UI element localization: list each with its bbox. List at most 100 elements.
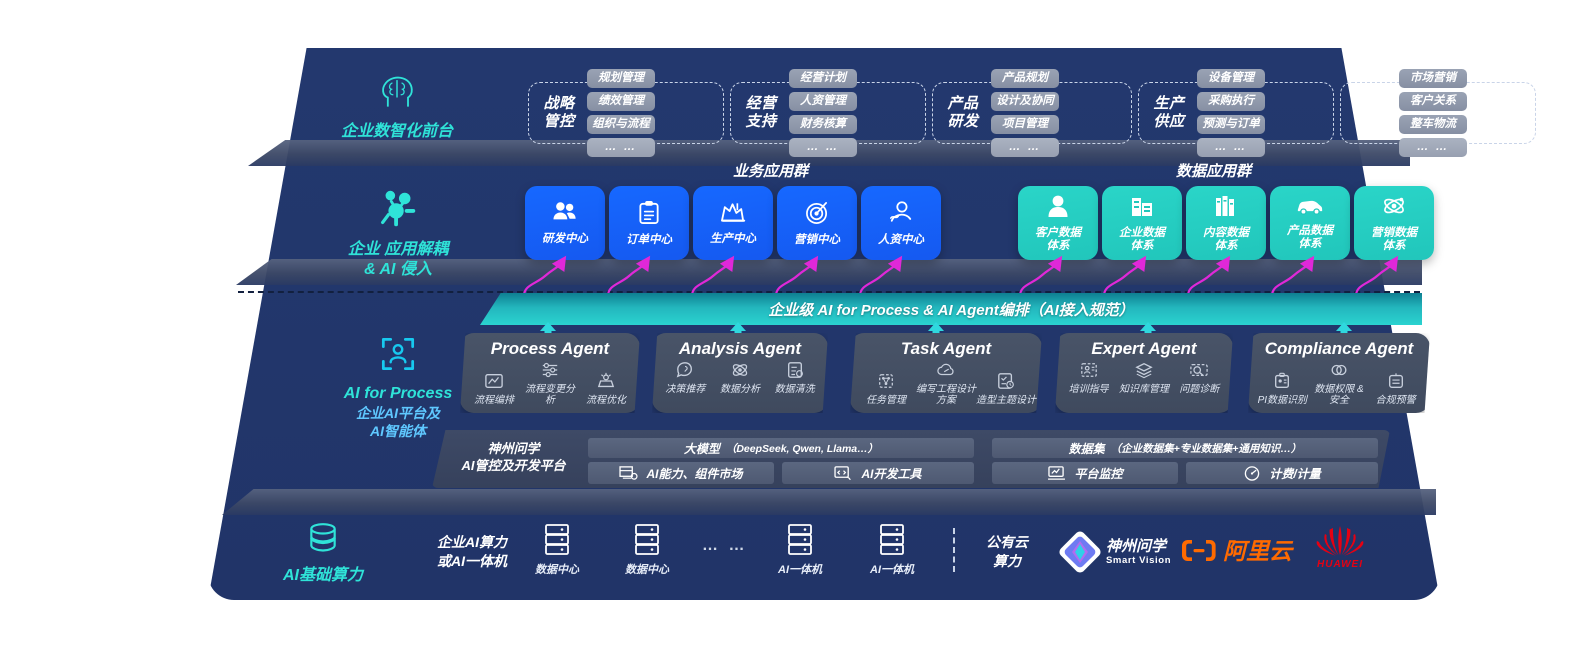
domain-group-0[interactable]: 战略 管控 规划管理 绩效管理 组织与流程 … …	[528, 69, 724, 157]
domain-cell-more[interactable]: … …	[587, 138, 655, 157]
platform-dataset-label: 数据集	[1068, 441, 1105, 456]
agent-feature[interactable]: 培训指导	[1061, 361, 1116, 395]
gear-stack-icon	[578, 372, 634, 393]
vendor-aliyun[interactable]: 阿里云	[1182, 538, 1292, 564]
business-card-2[interactable]: 生产中心	[693, 186, 773, 260]
vendor-aliyun-name: 阿里云	[1223, 538, 1292, 564]
platform-llm-sub: （DeepSeek, Qwen, Llama…）	[725, 442, 879, 455]
cloud-write-icon	[916, 361, 976, 382]
agent-feature[interactable]: 数据权限 & 安全	[1311, 361, 1368, 406]
agent-card-0[interactable]: Process Agent 流程编排 流程变更分析 流程优化	[460, 333, 640, 413]
agent-feature[interactable]: 任务管理	[856, 372, 916, 406]
domain-cell[interactable]: 预测与订单	[1197, 115, 1265, 134]
business-card-3[interactable]: 营销中心	[777, 186, 857, 260]
aliyun-logo	[1182, 539, 1216, 561]
platform-billing-label: 计费/计量	[1269, 466, 1321, 481]
agent-feature[interactable]: 决策推荐	[658, 361, 713, 395]
agent-feature[interactable]: 合规预警	[1367, 372, 1424, 406]
domain-cell[interactable]: 市场营销	[1399, 69, 1467, 88]
platform-ai-market[interactable]: AI能力、组件市场	[588, 462, 774, 484]
smartvision-logo	[1059, 531, 1101, 573]
platform-llm-row[interactable]: 大模型 （DeepSeek, Qwen, Llama…）	[588, 438, 974, 458]
data-card-1[interactable]: 企业数据 体系	[1102, 186, 1182, 260]
data-card-0[interactable]: 客户数据 体系	[1018, 186, 1098, 260]
infra-node-label: 数据中心	[535, 564, 579, 576]
vendor-huawei[interactable]: HUAWEI	[1300, 524, 1380, 570]
business-card-0[interactable]: 研发中心	[525, 186, 605, 260]
vendor-smartvision[interactable]: 神州问学 Smart Vision	[1058, 530, 1171, 574]
ai-orchestration-banner[interactable]: 企业级 AI for Process & AI Agent编排（AI接入规范）	[480, 293, 1422, 325]
infra-node-3[interactable]: AI一体机	[860, 523, 924, 577]
platform-ai-market-label: AI能力、组件市场	[646, 466, 743, 481]
car-icon	[1296, 196, 1324, 220]
domain-cell-more[interactable]: … …	[1197, 138, 1265, 157]
domain-group-3[interactable]: 生产 供应 设备管理 采购执行 预测与订单 … …	[1138, 69, 1334, 157]
atom-analysis-icon	[713, 361, 768, 382]
agent-feature-label: 编写工程设计方案	[916, 384, 976, 406]
server-icon	[788, 524, 812, 555]
data-clean-icon	[767, 361, 822, 382]
rail-ai-for-process: AI for Process 企业AI平台及 AI智能体	[308, 332, 488, 440]
domain-cell[interactable]: 绩效管理	[587, 92, 655, 111]
domain-cell[interactable]: 客户关系	[1399, 92, 1467, 111]
agent-feature-label: 数据权限 & 安全	[1314, 384, 1364, 406]
factory-icon	[720, 200, 747, 228]
agent-feature[interactable]: 编写工程设计方案	[916, 361, 976, 406]
domain-cell[interactable]: 组织与流程	[587, 115, 655, 134]
agent-feature[interactable]: 流程编排	[466, 372, 522, 406]
agent-card-4-title: Compliance Agent	[1264, 339, 1414, 358]
agent-feature[interactable]: 造型主题设计	[976, 372, 1036, 406]
domain-cell[interactable]: 采购执行	[1197, 92, 1265, 111]
data-card-2[interactable]: 内容数据 体系	[1186, 186, 1266, 260]
agent-feature[interactable]: 流程变更分析	[522, 361, 578, 406]
infra-node-2[interactable]: AI一体机	[768, 523, 832, 577]
data-card-3[interactable]: 产品数据 体系	[1270, 186, 1350, 260]
agent-feature[interactable]: 问题诊断	[1172, 361, 1227, 395]
platform-llm-label: 大模型	[683, 441, 720, 456]
platform-dev-tool[interactable]: AI开发工具	[782, 462, 974, 484]
domain-group-4[interactable]: 营销 服务 市场营销 客户关系 整车物流 … …	[1340, 69, 1536, 157]
platform-dataset-row[interactable]: 数据集 （企业数据集+专业数据集+通用知识…）	[992, 438, 1378, 458]
gauge-icon	[1243, 465, 1261, 481]
business-card-4[interactable]: 人资中心	[861, 186, 941, 260]
brain-head-icon	[382, 76, 413, 107]
domain-cell-more[interactable]: … …	[789, 138, 857, 157]
business-card-1[interactable]: 订单中心	[609, 186, 689, 260]
domain-cell[interactable]: 整车物流	[1399, 115, 1467, 134]
agent-card-2[interactable]: Task Agent 任务管理 编写工程设计方案 造型主题设计	[850, 333, 1042, 413]
agent-feature[interactable]: 知识库管理	[1116, 361, 1171, 395]
person-scan-icon	[381, 337, 415, 371]
agent-feature[interactable]: 数据清洗	[767, 361, 822, 395]
agent-feature[interactable]: PI数据识别	[1254, 372, 1311, 406]
agent-feature[interactable]: 流程优化	[578, 372, 634, 406]
business-card-label: 生产中心	[710, 233, 756, 245]
domain-cell[interactable]: 设计及协同	[991, 92, 1059, 111]
data-card-4[interactable]: 营销数据 体系	[1354, 186, 1434, 260]
database-icon	[310, 523, 336, 552]
agent-card-1[interactable]: Analysis Agent 决策推荐 数据分析 数据清洗	[652, 333, 828, 413]
infra-node-1[interactable]: 数据中心	[615, 523, 679, 577]
domain-cell[interactable]: 财务核算	[789, 115, 857, 134]
agent-feature[interactable]: 数据分析	[713, 361, 768, 395]
domain-cell[interactable]: 项目管理	[991, 115, 1059, 134]
agent-card-3[interactable]: Expert Agent 培训指导 知识库管理 问题诊断	[1055, 333, 1233, 413]
domain-cell[interactable]: 产品规划	[991, 69, 1059, 88]
domain-group-1[interactable]: 经营 支持 经营计划 人资管理 财务核算 … …	[730, 69, 926, 157]
platform-monitor[interactable]: 平台监控	[992, 462, 1178, 484]
agent-card-4[interactable]: Compliance Agent PI数据识别 数据权限 & 安全 合规预警	[1248, 333, 1430, 413]
domain-group-2[interactable]: 产品 研发 产品规划 设计及协同 项目管理 … …	[932, 69, 1132, 157]
data-card-label: 内容数据 体系	[1203, 226, 1249, 252]
data-card-label: 客户数据 体系	[1035, 226, 1081, 252]
infra-node-0[interactable]: 数据中心	[525, 523, 589, 577]
id-card-icon	[1254, 372, 1311, 393]
domain-cell-more[interactable]: … …	[991, 138, 1059, 157]
domain-cell[interactable]: 规划管理	[587, 69, 655, 88]
platform-billing[interactable]: 计费/计量	[1186, 462, 1378, 484]
atom-icon	[1382, 194, 1406, 222]
domain-cell-more[interactable]: … …	[1399, 138, 1467, 157]
monitor-icon	[1047, 465, 1066, 481]
domain-cell[interactable]: 人资管理	[789, 92, 857, 111]
rail-app-decoupling: 企业 应用解耦 & AI 侵入	[318, 186, 478, 280]
domain-cell[interactable]: 设备管理	[1197, 69, 1265, 88]
domain-cell[interactable]: 经营计划	[789, 69, 857, 88]
